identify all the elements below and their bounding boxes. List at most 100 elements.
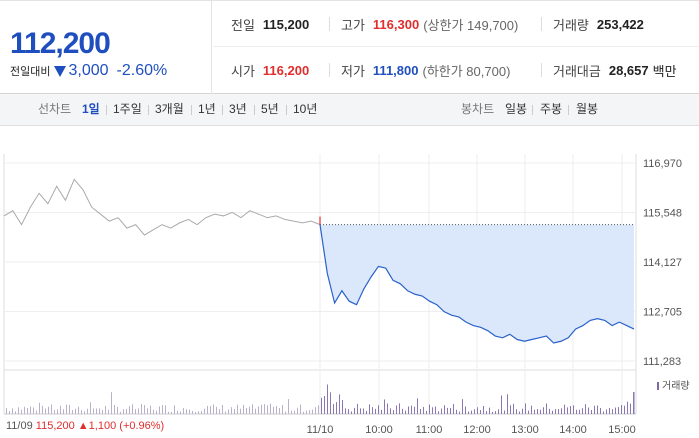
volume-bar [84,411,85,414]
volume-bar [408,406,409,414]
x-tick-label: 15:00 [608,424,636,436]
volume-bar [279,407,280,414]
volume-bar [198,411,199,414]
prev-close: 전일 115,200 [231,1,309,47]
volume-bar [171,411,172,414]
x-tick-label: 10:00 [365,424,393,436]
volume-bar [258,406,259,414]
trade-value-label: 거래대금 [553,63,601,79]
divider [222,105,223,115]
tab-monthly-candle[interactable]: 월봉 [576,102,599,116]
volume-bar [321,397,322,414]
volume-bar [396,405,397,414]
prev-day-line [3,178,321,236]
volume-bar [243,404,244,414]
volume-bar [33,407,34,414]
volume-bar [120,411,121,414]
volume-bar [609,407,610,414]
volume-bar [624,405,625,414]
tab-daily-candle[interactable]: 일봉 [505,102,528,116]
down-triangle-icon [54,65,67,77]
tab-1week[interactable]: 1주일 [113,102,142,116]
x-tick-label: 13:00 [511,424,539,436]
volume-bar [438,411,439,414]
volume-bar [426,410,427,414]
volume-bar [405,410,406,414]
volume-label: 거래량 [553,17,589,33]
volume-bar [57,409,58,414]
tab-3months[interactable]: 3개월 [155,102,184,116]
price-chart[interactable]: 116,970 115,548 114,127 112,705 111,283 11/1… [0,126,699,438]
volume-bar [291,410,292,414]
tab-1day[interactable]: 1일 [82,102,100,116]
volume-bar [99,408,100,414]
volume-bar [435,406,436,414]
volume-bar [315,407,316,414]
divider [541,63,542,77]
tab-5years[interactable]: 5년 [261,102,279,116]
volume-bar [63,409,64,414]
volume-bar [186,409,187,414]
volume-bar [51,404,52,414]
y-tick-label: 116,970 [643,158,682,170]
open-price: 시가 116,200 [231,47,309,93]
volume-bar [36,410,37,414]
tab-1year[interactable]: 1년 [198,102,216,116]
volume-bar [42,405,43,414]
volume-bar [72,410,73,414]
volume-bar [123,409,124,414]
volume-bar [9,411,10,414]
volume-bar [423,406,424,414]
volume-bar [375,408,376,414]
volume-bar [570,405,571,414]
volume-bar [306,410,307,414]
volume-bar [60,405,61,414]
volume-bar [273,406,274,414]
volume-bar [483,406,484,414]
volume-bar [249,406,250,414]
volume-bar [255,408,256,414]
volume-bar [201,411,202,414]
volume-bars [6,384,635,414]
volume-bar [237,404,238,414]
volume-bar [633,392,635,414]
volume-bar [360,408,361,414]
volume-bar [528,410,529,414]
volume-bar [573,405,574,414]
volume-bar [270,403,271,414]
divider [106,105,107,115]
y-tick-label: 115,548 [643,208,682,220]
volume-bar [549,408,550,414]
volume-bar [414,406,415,414]
prev-day-date: 11/09 [6,420,33,432]
volume-bar [75,408,76,414]
volume-bar [129,406,130,414]
tab-weekly-candle[interactable]: 주봉 [540,102,563,116]
volume-bar [357,403,358,414]
volume-bar [387,403,388,414]
volume-bar [228,409,229,414]
volume-bar [456,409,457,414]
volume-bar [399,403,400,414]
x-axis-ticks: 11/10 10:00 11:00 12:00 13:00 14:00 15:00 [307,424,636,436]
volume-bar [288,399,289,414]
tab-10years[interactable]: 10년 [293,102,318,116]
volume-bar [156,410,157,414]
volume-bar [345,408,346,414]
volume-bar [543,407,544,414]
divider [329,17,330,31]
volume-bar [177,410,178,414]
tab-3years[interactable]: 3년 [229,102,247,116]
volume-bar [402,408,403,414]
volume-bar [621,404,622,414]
volume-bar [153,409,154,414]
volume-bar [108,409,109,414]
volume-bar [192,410,193,414]
volume-bar [309,410,310,414]
y-tick-label: 111,283 [643,356,681,368]
low-value: 111,800 [372,62,419,78]
volume-bar [204,408,205,414]
volume-bar [504,410,505,414]
prev-day-summary: 11/09 115,200 ▲1,100 (+0.96%) [6,420,164,432]
volume-bar [552,410,553,414]
